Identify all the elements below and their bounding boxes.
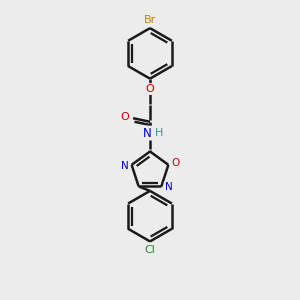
Text: O: O <box>121 112 129 122</box>
Text: H: H <box>155 128 163 138</box>
Text: Br: Br <box>144 15 156 25</box>
Text: Cl: Cl <box>145 245 155 255</box>
Text: N: N <box>165 182 172 192</box>
Text: O: O <box>146 84 154 94</box>
Text: N: N <box>121 161 128 171</box>
Text: N: N <box>143 127 152 140</box>
Text: O: O <box>171 158 180 168</box>
